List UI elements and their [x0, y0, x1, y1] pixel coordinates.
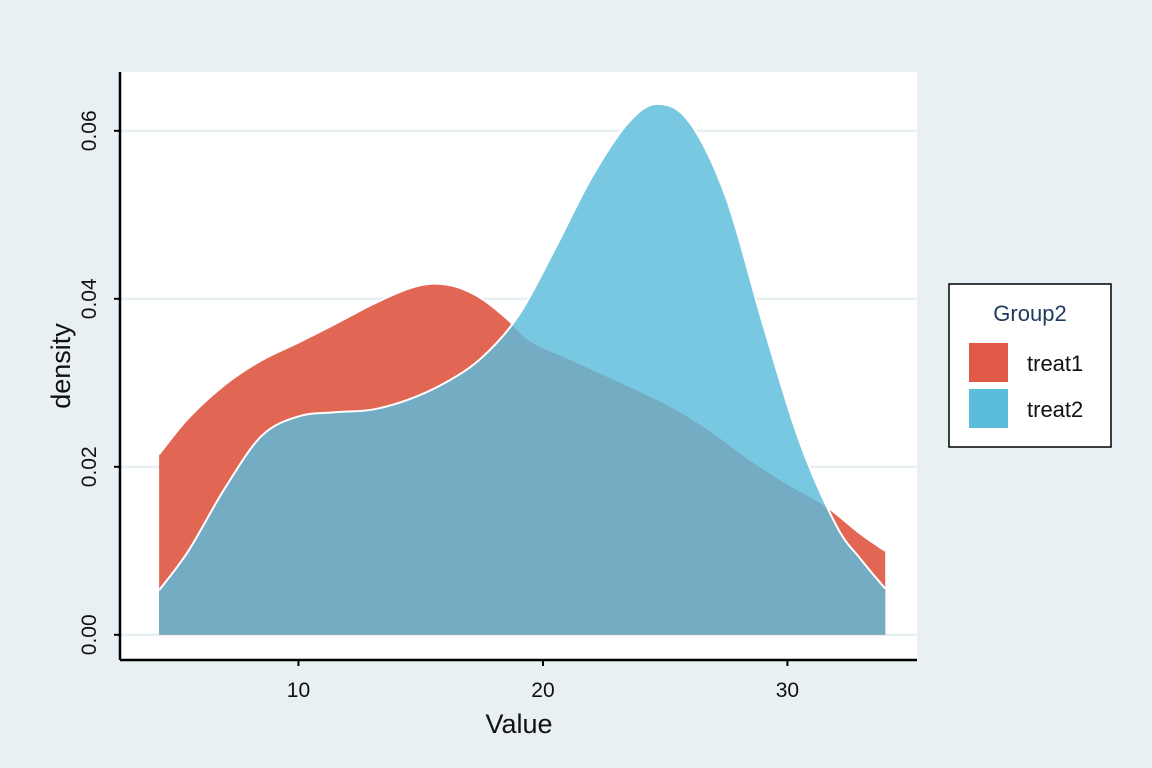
y-tick-label: 0.02 — [78, 446, 101, 487]
x-tick-label: 30 — [776, 679, 799, 702]
area-treat2 — [159, 103, 886, 635]
x-ticks: 10 20 30 — [287, 660, 799, 702]
density-areas — [158, 102, 886, 635]
axes — [118, 72, 917, 662]
y-tick-label: 0.06 — [78, 110, 101, 151]
x-tick-label: 10 — [287, 679, 310, 702]
legend: Group2 treat1 treat2 — [948, 283, 1112, 448]
x-axis-title: Value — [485, 709, 552, 739]
y-ticks: 0.00 0.02 0.04 0.06 — [78, 110, 120, 655]
legend-key-treat2 — [969, 389, 1008, 428]
y-axis-title: density — [46, 323, 76, 409]
legend-label-treat1: treat1 — [1027, 351, 1083, 376]
outline-treat2 — [158, 102, 886, 591]
x-tick-label: 20 — [531, 679, 554, 702]
legend-title: Group2 — [993, 301, 1066, 326]
y-tick-label: 0.00 — [78, 614, 101, 655]
legend-key-treat1 — [969, 343, 1008, 382]
legend-label-treat2: treat2 — [1027, 397, 1083, 422]
y-tick-label: 0.04 — [78, 278, 101, 319]
